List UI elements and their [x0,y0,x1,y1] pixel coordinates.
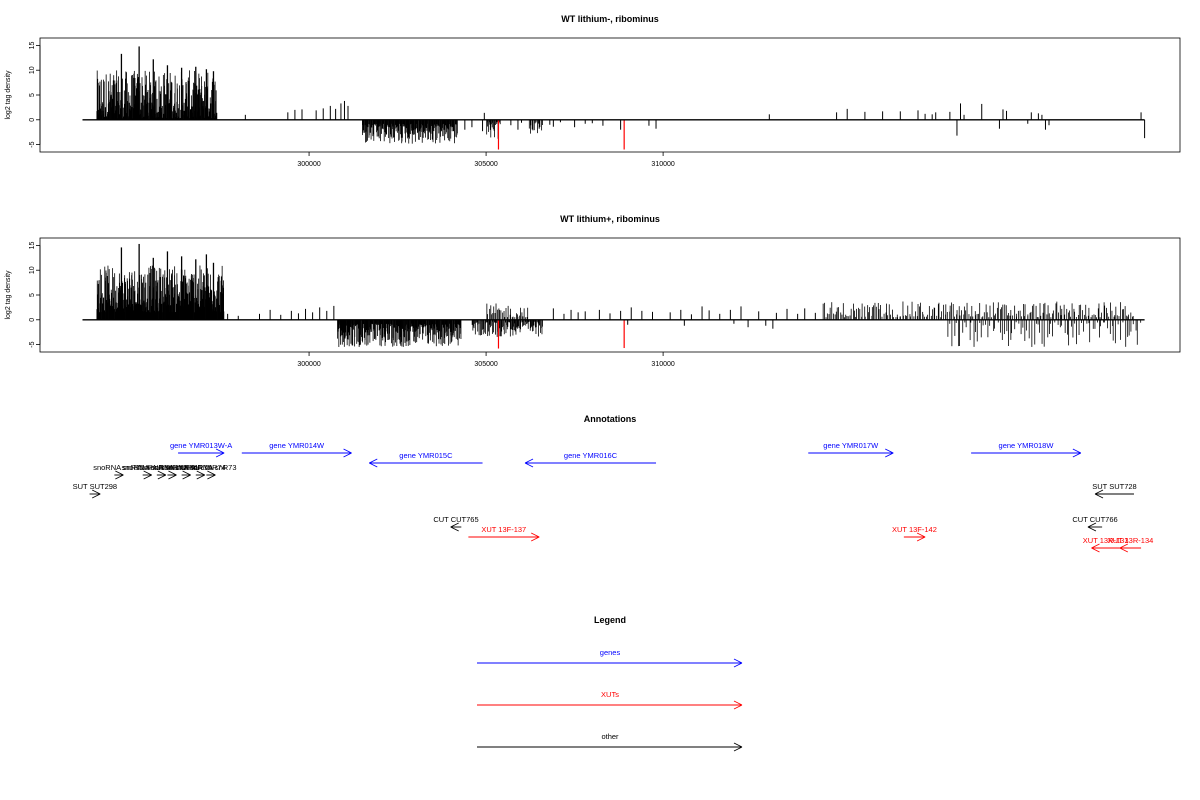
legend: Legend genes XUTs other [477,615,743,752]
legend-item: XUTs [477,690,743,710]
legend-items: genes XUTs other [477,648,743,752]
annotations-track: Annotations gene YMR013W-A gene YMR014Wge… [73,414,1154,553]
x-axis: 300000 305000 310000 [297,152,675,168]
annotation-label: gene YMR017W [823,441,879,450]
annotation-label: snoRNA snR73 [185,463,236,472]
annotations-title: Annotations [584,414,637,424]
annotation-label: gene YMR018W [999,441,1055,450]
y-axis: -5 0 5 10 15 [29,41,41,148]
annotation-feature: XUT 13F-142 [892,525,937,542]
annotation-label: XUT 13F-142 [892,525,937,534]
y-tick-label: 5 [29,293,36,297]
x-tick-label: 305000 [474,361,497,368]
annotation-feature: XUT 13R-134 [1108,536,1154,553]
annotation-label: snoRNA snR78 [122,463,173,472]
plot-frame [39,37,1181,153]
panel-title: WT lithium+, ribominus [560,214,660,224]
x-tick-label: 300000 [297,361,320,368]
annotation-label: CUT CUT765 [433,515,478,524]
annotation-feature: snoRNA snR72 [93,463,144,480]
y-tick-label: -5 [29,341,36,347]
annotation-label: XUT 13R-134 [1108,536,1154,545]
annotation-feature: CUT CUT765 [433,515,479,532]
x-axis: 300000 305000 310000 [297,352,675,368]
annotation-label: snoRNA snR76 [146,463,197,472]
y-axis-label: log2 tag density [5,70,12,120]
annotation-feature: gene YMR016C [524,451,657,468]
annotation-label: CUT CUT766 [1072,515,1117,524]
x-tick-label: 300000 [297,161,320,168]
annotation-label: gene YMR014W [269,441,325,450]
y-tick-label: 0 [29,318,36,322]
annotation-feature: snoRNA snR78 [122,463,173,480]
legend-label: other [601,732,619,741]
y-tick-label: 15 [29,241,36,249]
annotation-label: gene YMR015C [399,451,453,460]
y-axis: -5 0 5 10 15 [29,241,41,348]
legend-title: Legend [594,615,626,625]
bar-series [96,46,1146,150]
annotation-label: SUT SUT298 [73,482,117,491]
panel-title: WT lithium-, ribominus [561,14,659,24]
annotation-feature: gene YMR017W [808,441,894,458]
y-tick-label: 5 [29,93,36,97]
x-tick-label: 305000 [474,161,497,168]
x-tick-label: 310000 [651,161,674,168]
coverage-panel-lithium-plus: WT lithium+, ribominus log2 tag density … [5,214,1181,368]
x-tick-label: 310000 [651,361,674,368]
y-tick-label: 10 [29,66,36,74]
annotation-feature: gene YMR015C [369,451,483,468]
coverage-panel-lithium-minus: WT lithium-, ribominus log2 tag density … [5,14,1181,168]
y-tick-label: 15 [29,41,36,49]
annotation-label: snoRNA snR75 [160,463,211,472]
annotation-label: SUT SUT728 [1092,482,1136,491]
annotation-label: snoRNA snR77 [136,463,187,472]
y-tick-label: 10 [29,266,36,274]
annotation-feature: gene YMR014W [241,441,352,458]
legend-label: genes [600,648,621,657]
legend-item: genes [477,648,743,668]
annotation-feature: snoRNA snR74 [175,463,226,480]
annotation-feature: XUT 13R-133 [1083,536,1129,553]
y-tick-label: 0 [29,118,36,122]
legend-label: XUTs [601,690,619,699]
legend-item: other [477,732,743,752]
annotation-label: gene YMR013W-A [170,441,232,450]
annotation-feature: SUT SUT298 [73,482,117,499]
annotation-label: snoRNA snR72 [93,463,144,472]
annotation-label: snoRNA snR74 [175,463,226,472]
annotation-label: XUT 13F-137 [481,525,526,534]
annotation-feature: gene YMR013W-A [170,441,232,458]
bar-series [96,243,1142,349]
annotation-items: gene YMR013W-A gene YMR014W gene YMR015C ge… [73,441,1154,553]
annotation-feature: gene YMR018W [971,441,1082,458]
y-tick-label: -5 [29,141,36,147]
annotation-feature: snoRNA snR73 [185,463,237,480]
annotation-feature: SUT SUT728 [1092,482,1137,499]
annotation-feature: snoRNA snR76 [146,463,198,480]
annotation-feature: CUT CUT766 [1072,515,1118,532]
annotation-feature: snoRNA snR77 [136,463,187,480]
annotation-label: XUT 13R-133 [1083,536,1129,545]
annotation-label: gene YMR016C [564,451,618,460]
y-axis-label: log2 tag density [5,270,12,320]
annotation-feature: snoRNA snR75 [160,463,212,480]
annotation-feature: XUT 13F-137 [468,525,540,542]
